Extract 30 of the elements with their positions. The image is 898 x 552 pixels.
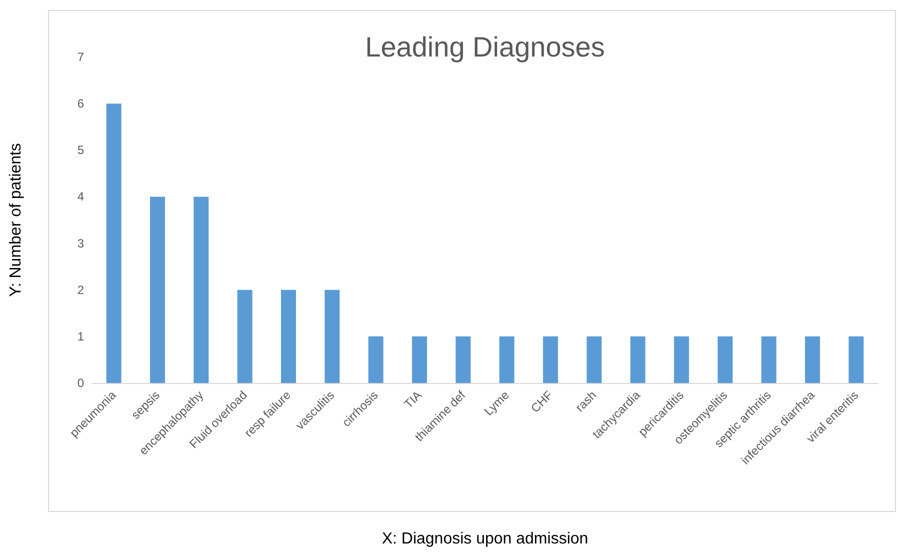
y-tick-label: 7 <box>77 50 84 64</box>
y-axis-title: Y: Number of patients <box>8 143 24 297</box>
bar <box>237 290 252 383</box>
y-tick-label: 4 <box>77 190 84 204</box>
y-tick-label: 3 <box>77 236 84 250</box>
bar <box>368 336 384 383</box>
bar <box>630 336 646 383</box>
x-axis-title: X: Diagnosis upon admission <box>382 530 588 548</box>
bar <box>805 336 820 383</box>
bar <box>586 336 602 383</box>
bar <box>499 336 514 383</box>
y-tick-label: 5 <box>77 143 84 158</box>
x-tick-label: TIA <box>401 388 424 412</box>
bar <box>106 104 122 383</box>
bar <box>674 336 689 383</box>
bar <box>324 290 340 383</box>
bar <box>718 336 733 383</box>
y-tick-label: 2 <box>77 282 84 297</box>
bar <box>412 336 427 383</box>
bar <box>456 336 471 383</box>
y-tick-label: 1 <box>77 329 84 344</box>
bar <box>848 336 864 383</box>
chart-title: Leading Diagnoses <box>365 32 605 62</box>
bar <box>281 290 296 383</box>
bar <box>150 196 165 383</box>
y-tick-label: 0 <box>77 376 84 390</box>
bar <box>543 336 558 383</box>
bar <box>194 196 209 383</box>
y-tick-label: 6 <box>77 96 84 111</box>
bar <box>761 336 776 383</box>
